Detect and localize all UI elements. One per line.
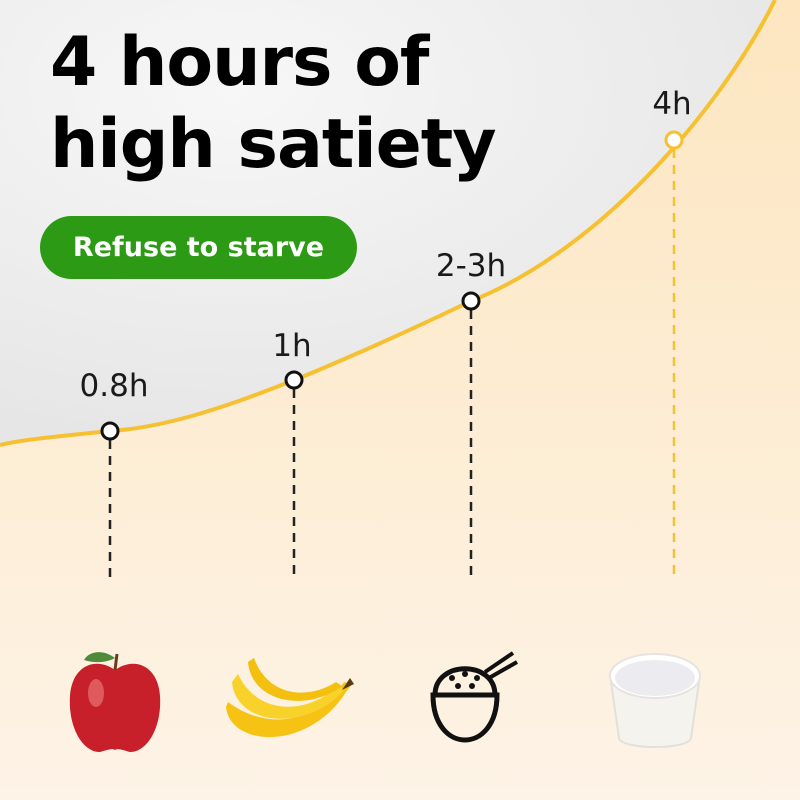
label-rice-hours: 2-3h: [435, 248, 507, 284]
rice-bowl-icon: [430, 651, 518, 743]
point-marker: [461, 291, 481, 311]
label-cup-hours: 4h: [652, 86, 692, 122]
label-apple-hours: 0.8h: [79, 368, 149, 404]
banana-icon: [226, 658, 354, 738]
headline-line-2: high satiety: [50, 105, 497, 184]
refuse-to-starve-badge: Refuse to starve: [40, 216, 357, 279]
sky-area: [0, 0, 775, 445]
point-marker: [664, 130, 684, 150]
headline-line-1: 4 hours of: [50, 23, 430, 102]
apple-icon: [69, 652, 161, 752]
label-banana-hours: 1h: [272, 328, 312, 364]
headline: 4 hours of high satiety: [50, 22, 497, 186]
white-cup-icon: [608, 653, 702, 748]
point-marker: [100, 421, 120, 441]
point-marker: [284, 370, 304, 390]
